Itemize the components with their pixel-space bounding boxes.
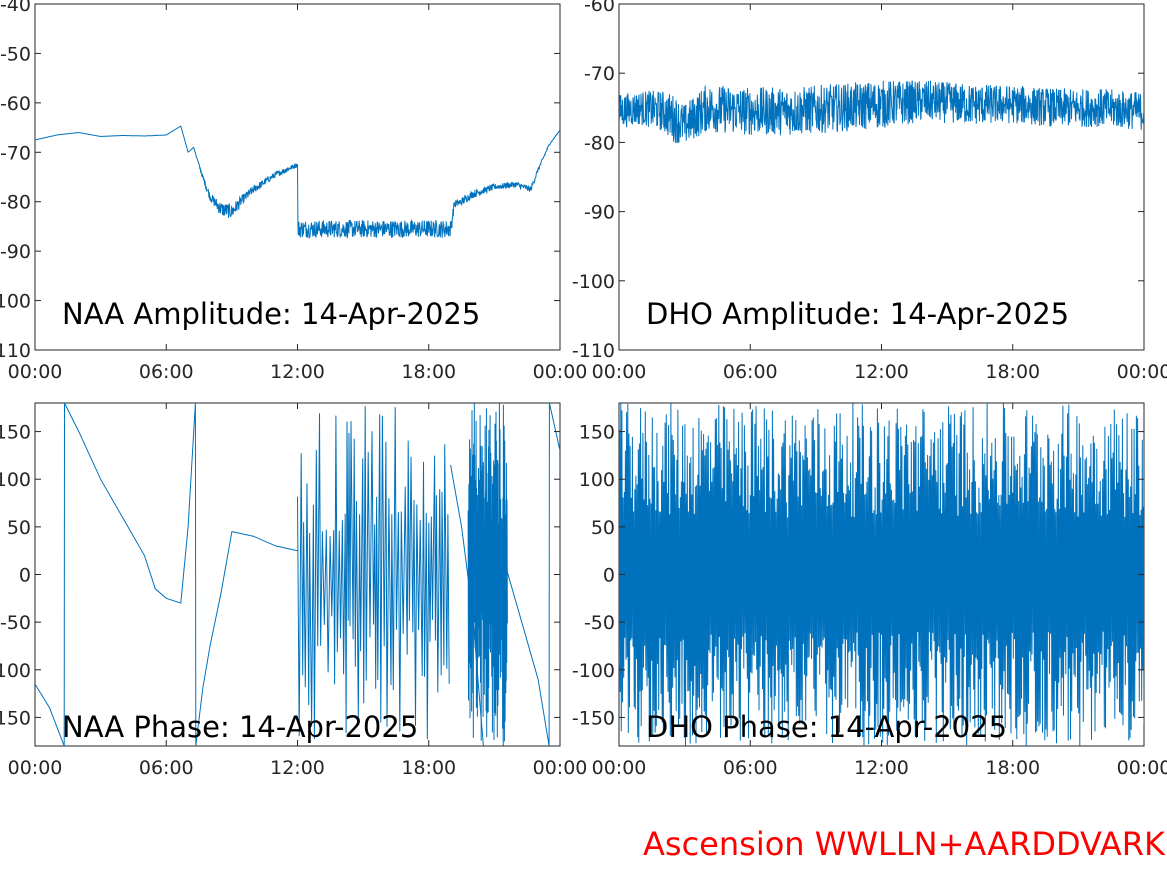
dho-amplitude-title: DHO Amplitude: 14-Apr-2025 (646, 297, 1069, 331)
x-tick-label: 00:00 (8, 361, 63, 383)
series-line (619, 403, 1144, 746)
y-tick-label: -110 (572, 340, 615, 362)
naa-phase-plot (35, 403, 560, 746)
y-tick-label: -100 (0, 291, 31, 313)
station-credit: Ascension WWLLN+AARDDVARK (643, 825, 1165, 863)
panel-naa-phase: 150 100 50 0 -50 -100 -150 00:00 06:00 12:00 18:0… (0, 402, 588, 779)
panel-dho-amplitude: -60 -70 -80 -90 -100 -110 00:00 06:00 12:00 18:0… (572, 0, 1167, 383)
naa-amplitude-y-ticks: -40 -50 -60 -70 -80 -90 -100 -110 (0, 0, 560, 362)
x-tick-label: 00:00 (533, 361, 588, 383)
y-tick-label: -100 (572, 660, 615, 682)
x-tick-label: 12:00 (854, 757, 909, 779)
dho-amplitude-x-ticks: 00:00 06:00 12:00 18:00 00:00 (592, 4, 1167, 383)
x-tick-label: 18:00 (985, 757, 1040, 779)
y-tick-label: -70 (584, 63, 615, 85)
y-tick-label: 100 (0, 469, 31, 491)
y-tick-label: 100 (579, 469, 615, 491)
y-tick-label: -50 (0, 612, 31, 634)
x-tick-label: 00:00 (533, 757, 588, 779)
y-tick-label: -80 (0, 192, 31, 214)
panel-dho-phase: 150 100 50 0 -50 -100 -150 00:00 06:00 12:00 18:0… (572, 402, 1167, 779)
dho-amplitude-axes (618, 3, 1145, 351)
y-tick-label: -60 (0, 93, 31, 115)
x-tick-label: 12:00 (854, 361, 909, 383)
dho-phase-title: DHO Phase: 14-Apr-2025 (646, 710, 1007, 744)
dho-amplitude-y-ticks: -60 -70 -80 -90 -100 -110 (572, 0, 1144, 362)
y-tick-label: -150 (0, 707, 31, 729)
y-tick-label: 0 (19, 565, 31, 587)
naa-amplitude-plot (35, 125, 560, 239)
y-tick-label: -40 (0, 0, 31, 16)
x-tick-label: 12:00 (270, 757, 325, 779)
x-tick-label: 00:00 (1117, 757, 1167, 779)
x-tick-label: 06:00 (139, 757, 194, 779)
x-tick-label: 06:00 (723, 361, 778, 383)
dho-amplitude-plot (619, 80, 1144, 144)
y-tick-label: -150 (572, 707, 615, 729)
naa-amplitude-title: NAA Amplitude: 14-Apr-2025 (62, 297, 480, 331)
y-tick-label: 0 (603, 565, 615, 587)
naa-phase-x-ticks: 00:00 06:00 12:00 18:00 00:00 (8, 403, 588, 779)
y-tick-label: -90 (0, 241, 31, 263)
x-tick-label: 00:00 (1117, 361, 1167, 383)
x-tick-label: 06:00 (723, 757, 778, 779)
x-tick-label: 12:00 (270, 361, 325, 383)
x-tick-label: 06:00 (139, 361, 194, 383)
y-tick-label: -100 (572, 271, 615, 293)
y-tick-label: -100 (0, 660, 31, 682)
series-line (35, 125, 560, 239)
series-line (504, 403, 560, 746)
dho-phase-x-ticks: 00:00 06:00 12:00 18:00 00:00 (592, 403, 1167, 779)
x-tick-label: 18:00 (401, 361, 456, 383)
y-tick-label: -60 (584, 0, 615, 16)
y-tick-label: 50 (591, 517, 615, 539)
series-line (35, 403, 298, 746)
y-tick-label: 150 (0, 422, 31, 444)
naa-amplitude-x-ticks: 00:00 06:00 12:00 18:00 00:00 (8, 4, 588, 383)
series-line-wrapped (297, 403, 508, 746)
y-tick-label: -110 (0, 340, 31, 362)
y-tick-label: 150 (579, 422, 615, 444)
panel-naa-amplitude: -40 -50 -60 -70 -80 -90 -100 -110 00:00 06:00 12:… (0, 0, 587, 383)
y-tick-label: 50 (7, 517, 31, 539)
y-tick-label: -50 (584, 612, 615, 634)
dho-phase-y-ticks: 150 100 50 0 -50 -100 -150 (572, 422, 1144, 729)
x-tick-label: 00:00 (592, 361, 647, 383)
dho-phase-plot (619, 403, 1144, 746)
x-tick-label: 00:00 (592, 757, 647, 779)
naa-phase-title: NAA Phase: 14-Apr-2025 (62, 710, 418, 744)
x-tick-label: 18:00 (985, 361, 1040, 383)
y-tick-label: -90 (584, 202, 615, 224)
naa-phase-y-ticks: 150 100 50 0 -50 -100 -150 (0, 422, 560, 729)
y-tick-label: -70 (0, 142, 31, 164)
series-line (619, 80, 1144, 144)
y-tick-label: -50 (0, 43, 31, 65)
y-tick-label: -80 (584, 132, 615, 154)
x-tick-label: 00:00 (8, 757, 63, 779)
x-tick-label: 18:00 (401, 757, 456, 779)
